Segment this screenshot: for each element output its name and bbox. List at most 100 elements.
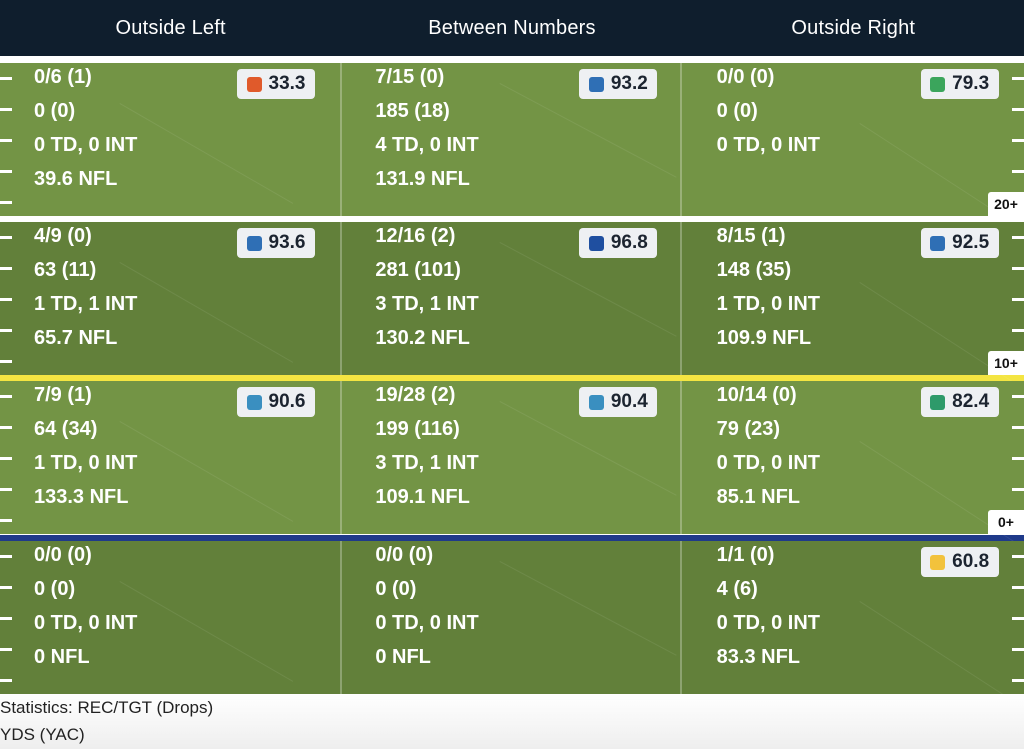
- yard-hash-mark: [1012, 298, 1024, 301]
- column-divider: [340, 541, 342, 694]
- stat-yds-yac: 185 (18): [375, 100, 450, 122]
- yard-hash-mark: [0, 586, 12, 589]
- grade-value: 60.8: [952, 551, 990, 572]
- stat-rec-tgt-drops: 0/6 (1): [34, 66, 92, 88]
- yard-hash-mark: [1012, 586, 1024, 589]
- yard-hash-mark: [0, 395, 12, 398]
- yard-hash-mark: [1012, 329, 1024, 332]
- yard-hash-mark: [0, 108, 12, 111]
- grade-color-swatch: [930, 235, 946, 251]
- column-divider: [340, 63, 342, 216]
- yard-hash-mark: [1012, 617, 1024, 620]
- stat-nfl-rating: 83.3 NFL: [716, 646, 801, 668]
- yard-hash-mark: [1012, 170, 1024, 173]
- column-divider: [680, 381, 682, 534]
- stat-yds-yac: 4 (6): [716, 578, 758, 600]
- yard-hash-mark: [1012, 267, 1024, 270]
- yard-hash-mark: [0, 329, 12, 332]
- grade-value: 93.6: [268, 232, 306, 253]
- grade-badge: 82.4: [920, 387, 999, 417]
- field-zone-row: 0/0 (0) 0 (0) 0 TD, 0 INT 0 NFL 0/0 (0) 0 (0)…: [0, 541, 1024, 711]
- grade-color-swatch: [246, 394, 262, 410]
- depth-zone-label: 0+: [988, 510, 1024, 534]
- grade-color-swatch: [930, 76, 946, 92]
- yard-hash-mark: [1012, 679, 1024, 682]
- stat-td-int: 1 TD, 0 INT: [716, 293, 821, 315]
- stat-rec-tgt-drops: 8/15 (1): [716, 225, 786, 247]
- stat-cell[interactable]: 19/28 (2) 199 (116) 3 TD, 1 INT 109.1 NFL 90…: [341, 381, 682, 534]
- grade-value: 33.3: [268, 73, 306, 94]
- separator-header: [0, 56, 1024, 63]
- yard-hash-mark: [1012, 395, 1024, 398]
- grade-value: 79.3: [952, 73, 990, 94]
- yard-hash-mark: [0, 519, 12, 522]
- grade-badge: 33.3: [237, 69, 315, 99]
- stat-yds-yac: 0 (0): [34, 578, 76, 600]
- stat-cell[interactable]: 0/0 (0) 0 (0) 0 TD, 0 INT 79.3: [683, 63, 1024, 216]
- field-zone-row: 7/9 (1) 64 (34) 1 TD, 0 INT 133.3 NFL 90.6 19…: [0, 381, 1024, 551]
- column-title-between-numbers: Between Numbers: [428, 17, 596, 39]
- stat-cell[interactable]: 0/6 (1) 0 (0) 0 TD, 0 INT 39.6 NFL 33.3: [0, 63, 341, 216]
- grade-color-swatch: [930, 554, 946, 570]
- stat-nfl-rating: 85.1 NFL: [716, 486, 801, 508]
- stat-td-int: 0 TD, 0 INT: [375, 612, 479, 634]
- yard-hash-mark: [0, 555, 12, 558]
- grade-color-swatch: [246, 235, 262, 251]
- stat-td-int: 1 TD, 0 INT: [34, 452, 138, 474]
- stat-td-int: 4 TD, 0 INT: [375, 134, 479, 156]
- yard-hash-mark: [0, 617, 12, 620]
- depth-zone-label: 20+: [988, 192, 1024, 216]
- stat-cell[interactable]: 7/15 (0) 185 (18) 4 TD, 0 INT 131.9 NFL 93.2: [341, 63, 682, 216]
- stat-cell[interactable]: 0/0 (0) 0 (0) 0 TD, 0 INT 0 NFL: [341, 541, 682, 694]
- stat-cell[interactable]: 8/15 (1) 148 (35) 1 TD, 0 INT 109.9 NFL 92.5: [683, 222, 1024, 375]
- stat-td-int: 0 TD, 0 INT: [716, 612, 821, 634]
- stat-yds-yac: 79 (23): [716, 418, 781, 440]
- stat-yds-yac: 0 (0): [34, 100, 76, 122]
- stat-yds-yac: 148 (35): [716, 259, 792, 281]
- grade-badge: 90.6: [237, 387, 315, 417]
- stat-td-int: 3 TD, 1 INT: [375, 452, 479, 474]
- yard-hash-mark: [0, 426, 12, 429]
- stat-rec-tgt-drops: 4/9 (0): [34, 225, 92, 247]
- stat-cell[interactable]: 1/1 (0) 4 (6) 0 TD, 0 INT 83.3 NFL 60.8: [683, 541, 1024, 694]
- stat-nfl-rating: 131.9 NFL: [375, 168, 470, 190]
- stat-td-int: 0 TD, 0 INT: [716, 134, 821, 156]
- grade-color-swatch: [930, 394, 946, 410]
- stat-yds-yac: 63 (11): [34, 259, 97, 281]
- depth-zone-label: 10+: [988, 351, 1024, 375]
- grade-badge: 93.2: [579, 69, 658, 99]
- grade-badge: 90.4: [579, 387, 658, 417]
- grade-badge: 96.8: [579, 228, 658, 258]
- yard-hash-mark: [1012, 648, 1024, 651]
- stat-cell[interactable]: 7/9 (1) 64 (34) 1 TD, 0 INT 133.3 NFL 90.6: [0, 381, 341, 534]
- column-title-outside-right: Outside Right: [791, 17, 916, 39]
- grade-value: 92.5: [952, 232, 990, 253]
- stat-yds-yac: 281 (101): [375, 259, 461, 281]
- grade-color-swatch: [246, 76, 262, 92]
- yard-hash-mark: [0, 488, 12, 491]
- stat-rec-tgt-drops: 1/1 (0): [716, 544, 775, 566]
- legend-line-rec-tgt: Statistics: REC/TGT (Drops): [0, 698, 214, 717]
- grade-badge: 60.8: [920, 547, 999, 577]
- yard-hash-mark: [0, 679, 12, 682]
- yard-hash-mark: [1012, 77, 1024, 80]
- stat-td-int: 0 TD, 0 INT: [34, 134, 138, 156]
- stat-rec-tgt-drops: 12/16 (2): [375, 225, 456, 247]
- stat-cell[interactable]: 0/0 (0) 0 (0) 0 TD, 0 INT 0 NFL: [0, 541, 341, 694]
- stat-cell[interactable]: 10/14 (0) 79 (23) 0 TD, 0 INT 85.1 NFL 82.4: [683, 381, 1024, 534]
- column-divider: [340, 381, 342, 534]
- yard-hash-mark: [0, 267, 12, 270]
- stat-nfl-rating: 0 NFL: [375, 646, 431, 668]
- column-header-bar: Outside Left Between Numbers Outside Rig…: [0, 0, 1024, 56]
- yard-hash-mark: [0, 236, 12, 239]
- stat-cell[interactable]: 4/9 (0) 63 (11) 1 TD, 1 INT 65.7 NFL 93.6: [0, 222, 341, 375]
- stat-nfl-rating: 0 NFL: [34, 646, 90, 668]
- stat-td-int: 0 TD, 0 INT: [716, 452, 821, 474]
- grade-color-swatch: [588, 76, 604, 92]
- stat-cell[interactable]: 12/16 (2) 281 (101) 3 TD, 1 INT 130.2 NFL 96…: [341, 222, 682, 375]
- yard-hash-mark: [0, 457, 12, 460]
- yard-hash-mark: [0, 139, 12, 142]
- yard-hash-mark: [1012, 488, 1024, 491]
- stat-rec-tgt-drops: 0/0 (0): [716, 66, 775, 88]
- yard-hash-mark: [1012, 426, 1024, 429]
